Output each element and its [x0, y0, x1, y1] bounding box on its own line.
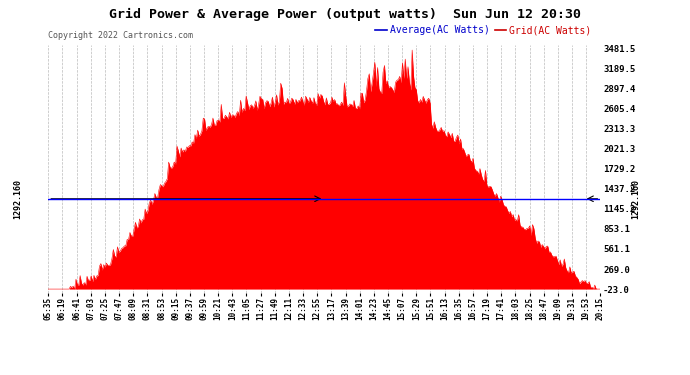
- Text: 1292.160: 1292.160: [631, 179, 641, 219]
- Text: Copyright 2022 Cartronics.com: Copyright 2022 Cartronics.com: [48, 32, 193, 40]
- Legend: Average(AC Watts), Grid(AC Watts): Average(AC Watts), Grid(AC Watts): [371, 21, 595, 39]
- Text: Grid Power & Average Power (output watts)  Sun Jun 12 20:30: Grid Power & Average Power (output watts…: [109, 8, 581, 21]
- Text: 1292.160: 1292.160: [13, 179, 23, 219]
